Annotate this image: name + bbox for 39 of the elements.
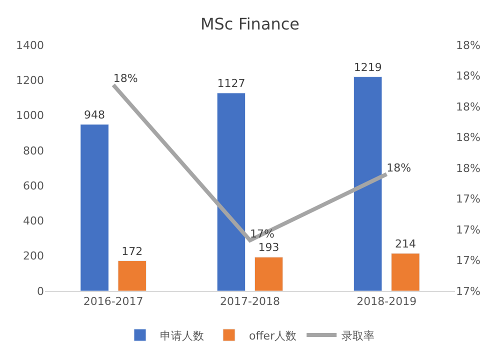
data-label: 948: [84, 108, 106, 122]
legend-label: 录取率: [342, 329, 375, 342]
y2-tick-label: 17%: [456, 254, 480, 268]
y-tick-label: 600: [23, 179, 44, 192]
y-tick-label: 1000: [16, 109, 44, 122]
y-tick-label: 200: [23, 250, 44, 263]
bar: [216, 92, 246, 291]
legend-label: offer人数: [249, 329, 297, 342]
y2-tick-label: 18%: [456, 70, 480, 83]
bar: [118, 260, 146, 291]
y-tick-label: 1400: [16, 38, 44, 52]
y-tick-label: 0: [37, 284, 44, 298]
x-tick-label: 2018-2019: [356, 295, 417, 308]
y2-tick-label: 17%: [456, 284, 480, 298]
bar: [80, 124, 109, 291]
x-tick-label: 2016-2017: [83, 295, 144, 308]
y2-tick-label: 17%: [456, 192, 480, 206]
data-label: 193: [258, 241, 280, 254]
data-label: 172: [122, 244, 143, 258]
y2-tick-label: 17%: [456, 223, 480, 236]
data-label: 17%: [250, 228, 274, 241]
data-label: 1127: [217, 76, 246, 90]
y-tick-label: 400: [23, 214, 44, 228]
data-label: 18%: [386, 161, 412, 174]
data-label: 1219: [354, 60, 382, 74]
y2-tick-label: 18%: [456, 162, 480, 175]
bar: [391, 253, 420, 291]
legend-label: 申请人数: [160, 329, 204, 342]
y-tick-label: 1200: [16, 74, 44, 87]
y2-tick-label: 18%: [456, 100, 480, 114]
bar: [254, 256, 284, 291]
data-label: 214: [394, 237, 416, 250]
bar: [354, 76, 382, 291]
data-label: 18%: [113, 72, 138, 86]
y2-tick-label: 18%: [456, 38, 480, 52]
x-tick-label: 2017-2018: [220, 295, 280, 308]
y-tick-label: 800: [23, 144, 44, 158]
y2-tick-label: 18%: [456, 131, 480, 144]
chart-title: MSc Finance: [200, 14, 300, 34]
